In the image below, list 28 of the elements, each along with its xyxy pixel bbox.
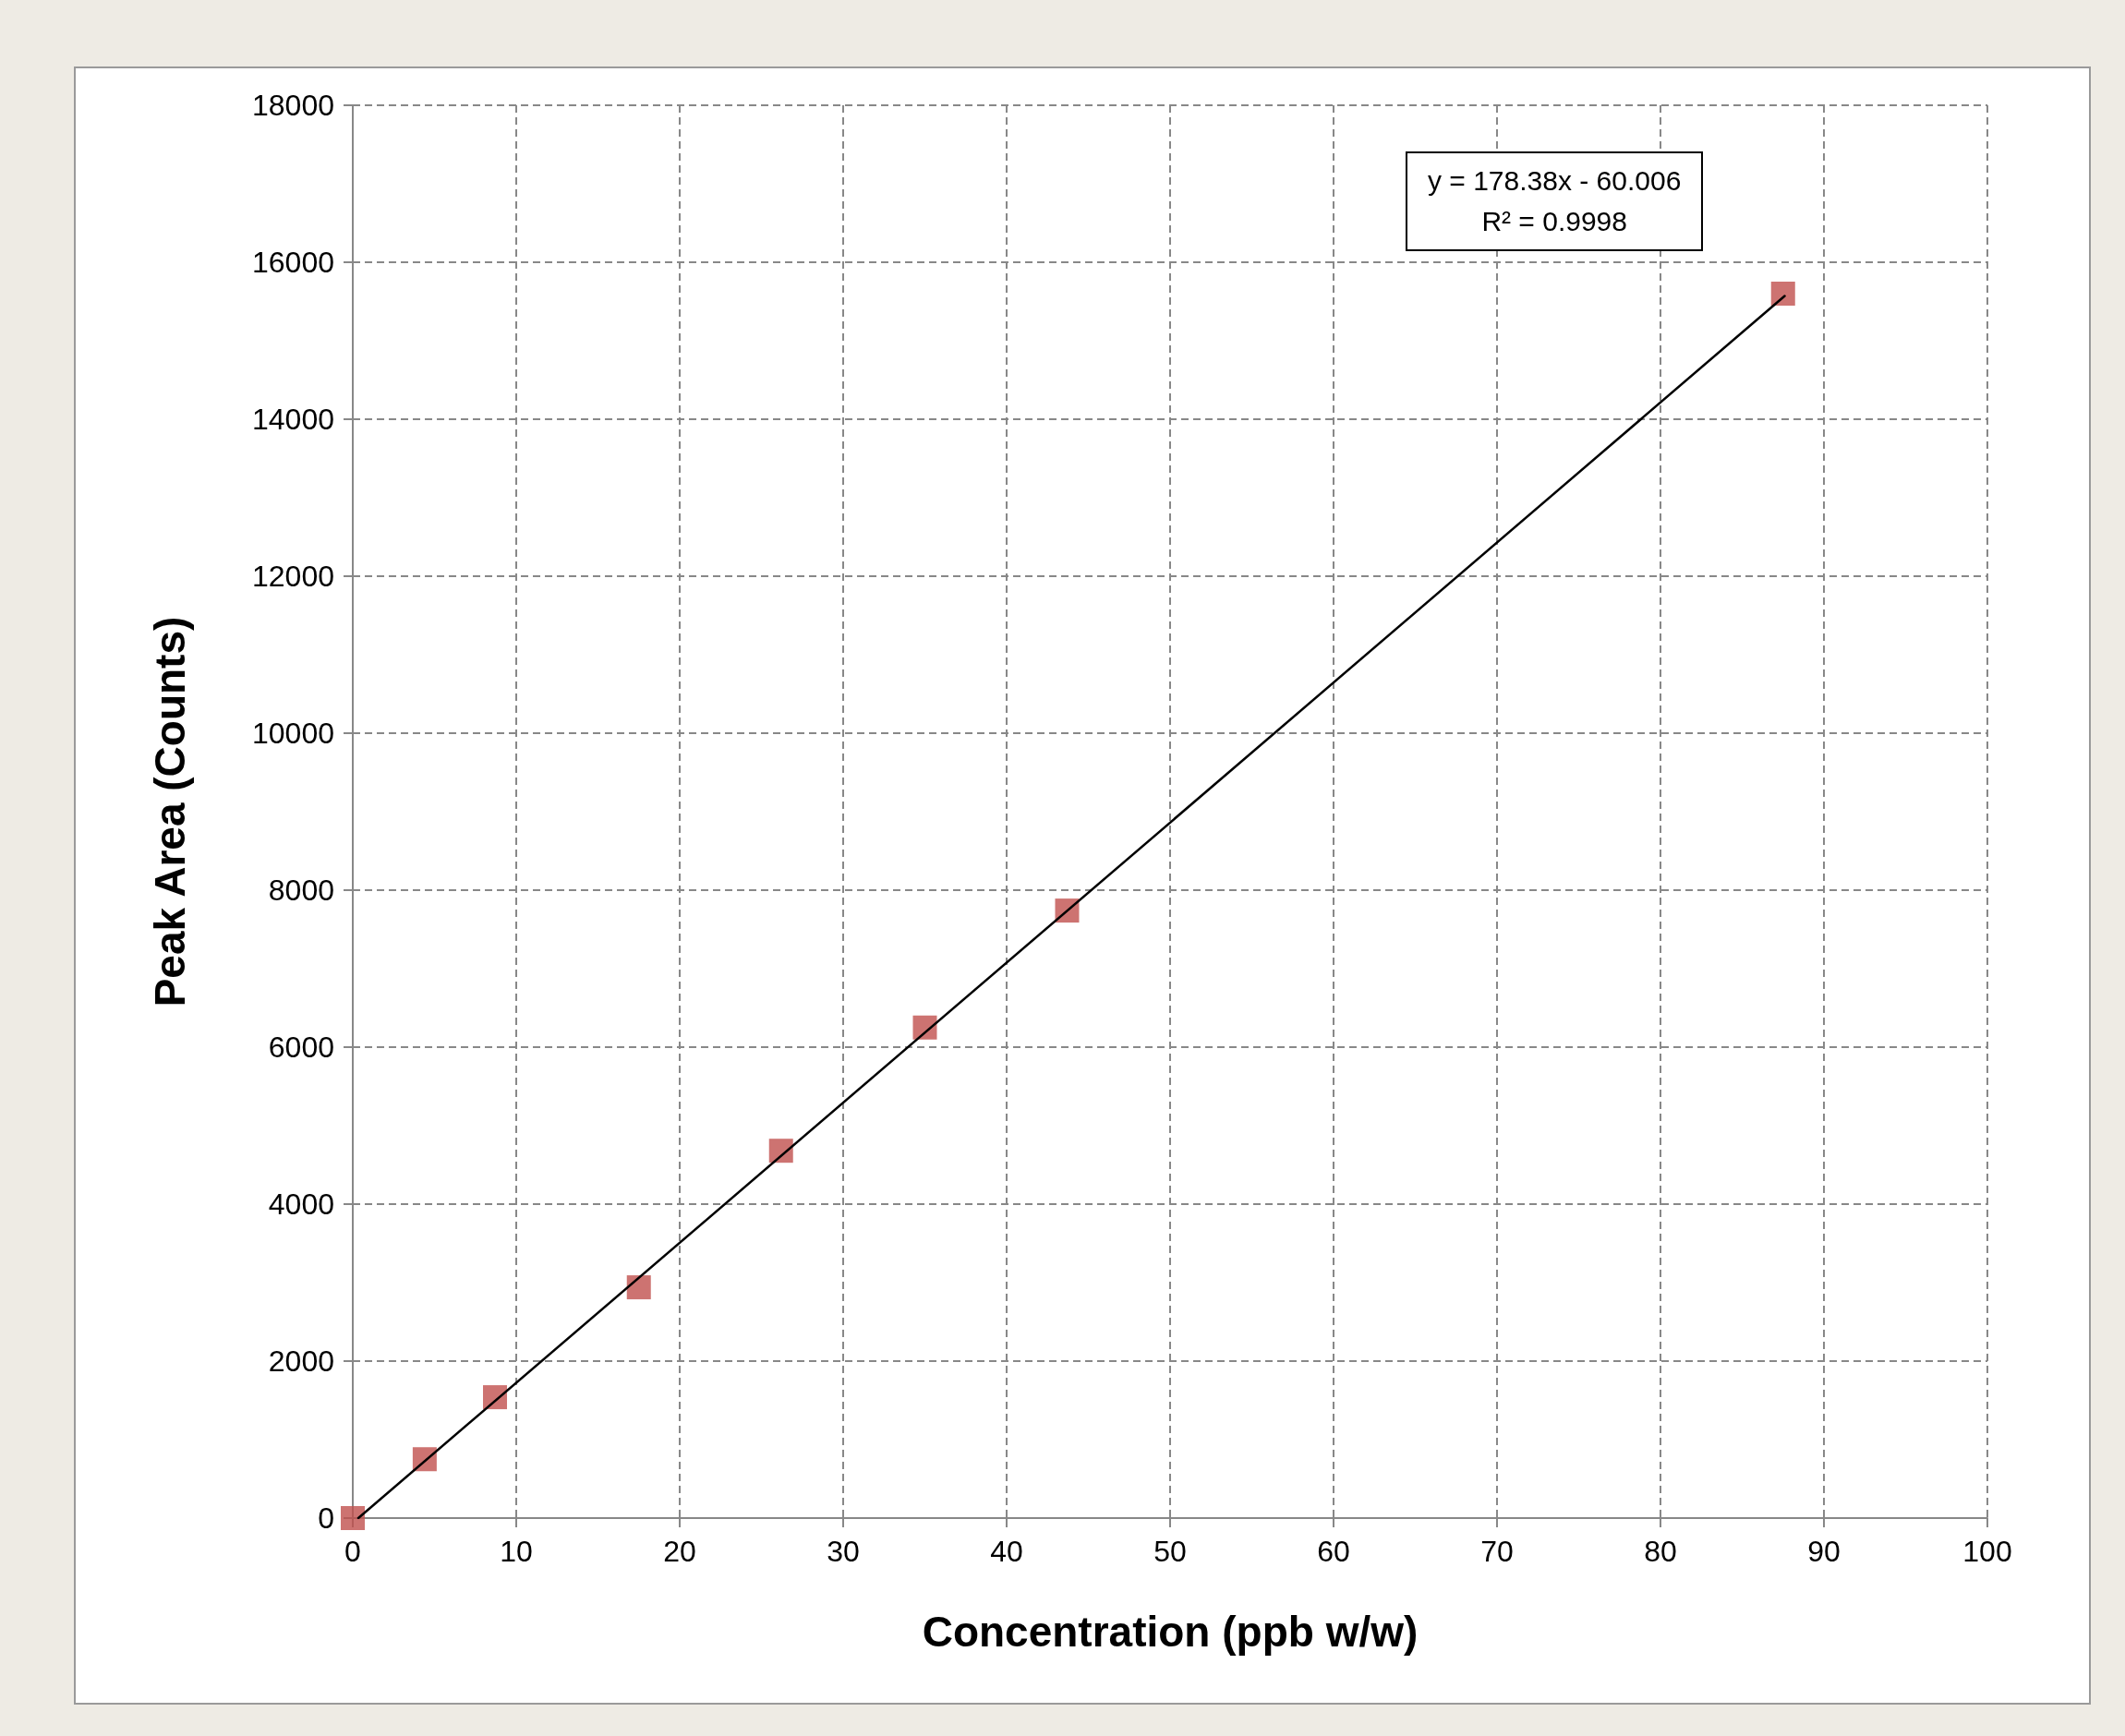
x-tick-label: 20 (663, 1535, 696, 1568)
y-tick-label: 16000 (252, 246, 334, 279)
y-tick-label: 0 (318, 1501, 334, 1535)
x-tick-label: 80 (1644, 1535, 1677, 1568)
y-tick-label: 2000 (268, 1344, 334, 1378)
x-axis-title: Concentration (ppb w/w) (922, 1608, 1419, 1656)
y-tick-label: 18000 (252, 89, 334, 122)
point (341, 1506, 365, 1530)
x-tick-label: 10 (500, 1535, 533, 1568)
y-tick-label: 4000 (268, 1187, 334, 1221)
x-tick-label: 50 (1153, 1535, 1187, 1568)
y-tick-label: 6000 (268, 1031, 334, 1064)
x-tick-label: 70 (1480, 1535, 1514, 1568)
x-tick-label: 40 (990, 1535, 1023, 1568)
y-tick-label: 14000 (252, 403, 334, 436)
annotation: y = 178.38x - 60.006 (1428, 164, 1682, 198)
y-tick-label: 10000 (252, 717, 334, 750)
x-tick-label: 0 (344, 1535, 361, 1568)
y-tick-label: 8000 (268, 874, 334, 907)
x-tick-label: 30 (827, 1535, 860, 1568)
point (626, 1275, 651, 1300)
y-axis-title: Peak Area (Counts) (146, 616, 194, 1007)
point (1770, 282, 1795, 306)
annotation: R² = 0.9998 (1480, 205, 1628, 238)
x-tick-label: 90 (1807, 1535, 1841, 1568)
x-tick-label: 60 (1317, 1535, 1350, 1568)
x-tick-label: 100 (1962, 1535, 2012, 1568)
y-tick-label: 12000 (252, 560, 334, 593)
